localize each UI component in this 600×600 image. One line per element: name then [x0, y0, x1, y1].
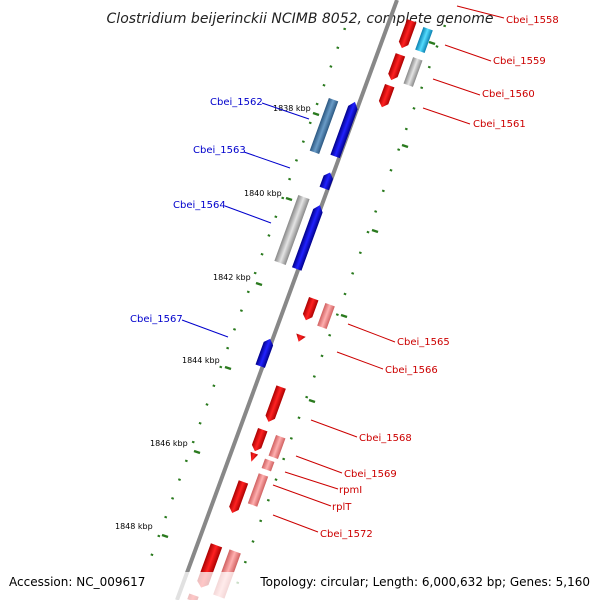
map-title: Clostridium beijerinckii NCIMB 8052, com…: [107, 11, 494, 27]
gene-Cbei_1561[interactable]: [377, 83, 395, 109]
gene-label-Cbei_1566[interactable]: Cbei_1566: [385, 365, 438, 376]
kbp-label-1842: 1842 kbp: [213, 273, 251, 282]
gene-Cbei_1565-red[interactable]: [301, 296, 319, 322]
gene-label-Cbei_1572[interactable]: Cbei_1572: [320, 529, 373, 540]
gene-Cbei_1565[interactable]: [317, 303, 335, 329]
topology-text: Topology: circular; Length: 6,000,632 bp…: [259, 575, 590, 589]
accession-text: Accession: NC_009617: [9, 575, 145, 589]
gene-label-Cbei_1560[interactable]: Cbei_1560: [482, 89, 535, 100]
left-leader-lines: [181, 102, 310, 338]
kbp-label-1848: 1848 kbp: [115, 522, 153, 531]
gene-Cbei_1559[interactable]: [415, 27, 433, 53]
gene-label-Cbei_1558[interactable]: Cbei_1558: [506, 15, 559, 26]
gene-Cbei_1562-steel[interactable]: [309, 97, 339, 155]
gene-Cbei_1563[interactable]: [319, 171, 335, 191]
gene-Cbei_1562[interactable]: [330, 100, 359, 159]
gene-rplT[interactable]: [247, 473, 269, 507]
gene-Cbei_1564[interactable]: [292, 203, 325, 271]
gene-rplT-red[interactable]: [227, 480, 249, 514]
gene-Cbei_1566[interactable]: [294, 333, 306, 343]
gene-label-Cbei_1567[interactable]: Cbei_1567: [130, 314, 183, 325]
kbp-dashes: [161, 40, 436, 539]
gene-label-Cbei_1563[interactable]: Cbei_1563: [193, 145, 246, 156]
kbp-label-1838: 1838 kbp: [273, 104, 311, 113]
gene-label-Cbei_1559[interactable]: Cbei_1559: [493, 56, 546, 67]
gene-label-rpmI[interactable]: rpmI: [339, 485, 362, 496]
gene-label-Cbei_1568[interactable]: Cbei_1568: [359, 433, 412, 444]
gene-label-Cbei_1564[interactable]: Cbei_1564: [173, 200, 226, 211]
gene-rpmI-red[interactable]: [248, 451, 259, 463]
gene-Cbei_1564-gray[interactable]: [274, 195, 310, 265]
kbp-label-1846: 1846 kbp: [150, 439, 188, 448]
gene-Cbei_1560-red[interactable]: [387, 53, 406, 82]
genome-backbone: [175, 0, 399, 600]
gene-rpmI[interactable]: [261, 458, 275, 472]
kbp-label-1840: 1840 kbp: [244, 189, 282, 198]
gene-label-Cbei_1561[interactable]: Cbei_1561: [473, 119, 526, 130]
gene-label-Cbei_1565[interactable]: Cbei_1565: [397, 337, 450, 348]
gene-Cbei_1568[interactable]: [264, 385, 286, 423]
gene-label-Cbei_1569[interactable]: Cbei_1569: [344, 469, 397, 480]
kbp-label-1844: 1844 kbp: [182, 356, 220, 365]
footer-backdrop: [0, 572, 600, 600]
gene-Cbei_1560[interactable]: [403, 57, 423, 87]
gene-Cbei_1569[interactable]: [268, 434, 286, 460]
gene-label-Cbei_1562[interactable]: Cbei_1562: [210, 97, 263, 108]
gene-label-rplT[interactable]: rplT: [332, 502, 352, 513]
gene-Cbei_1567[interactable]: [255, 337, 275, 368]
gene-Cbei_1558[interactable]: [397, 19, 417, 50]
right-leader-lines: [272, 5, 505, 533]
gene-Cbei_1569-red[interactable]: [250, 427, 268, 453]
